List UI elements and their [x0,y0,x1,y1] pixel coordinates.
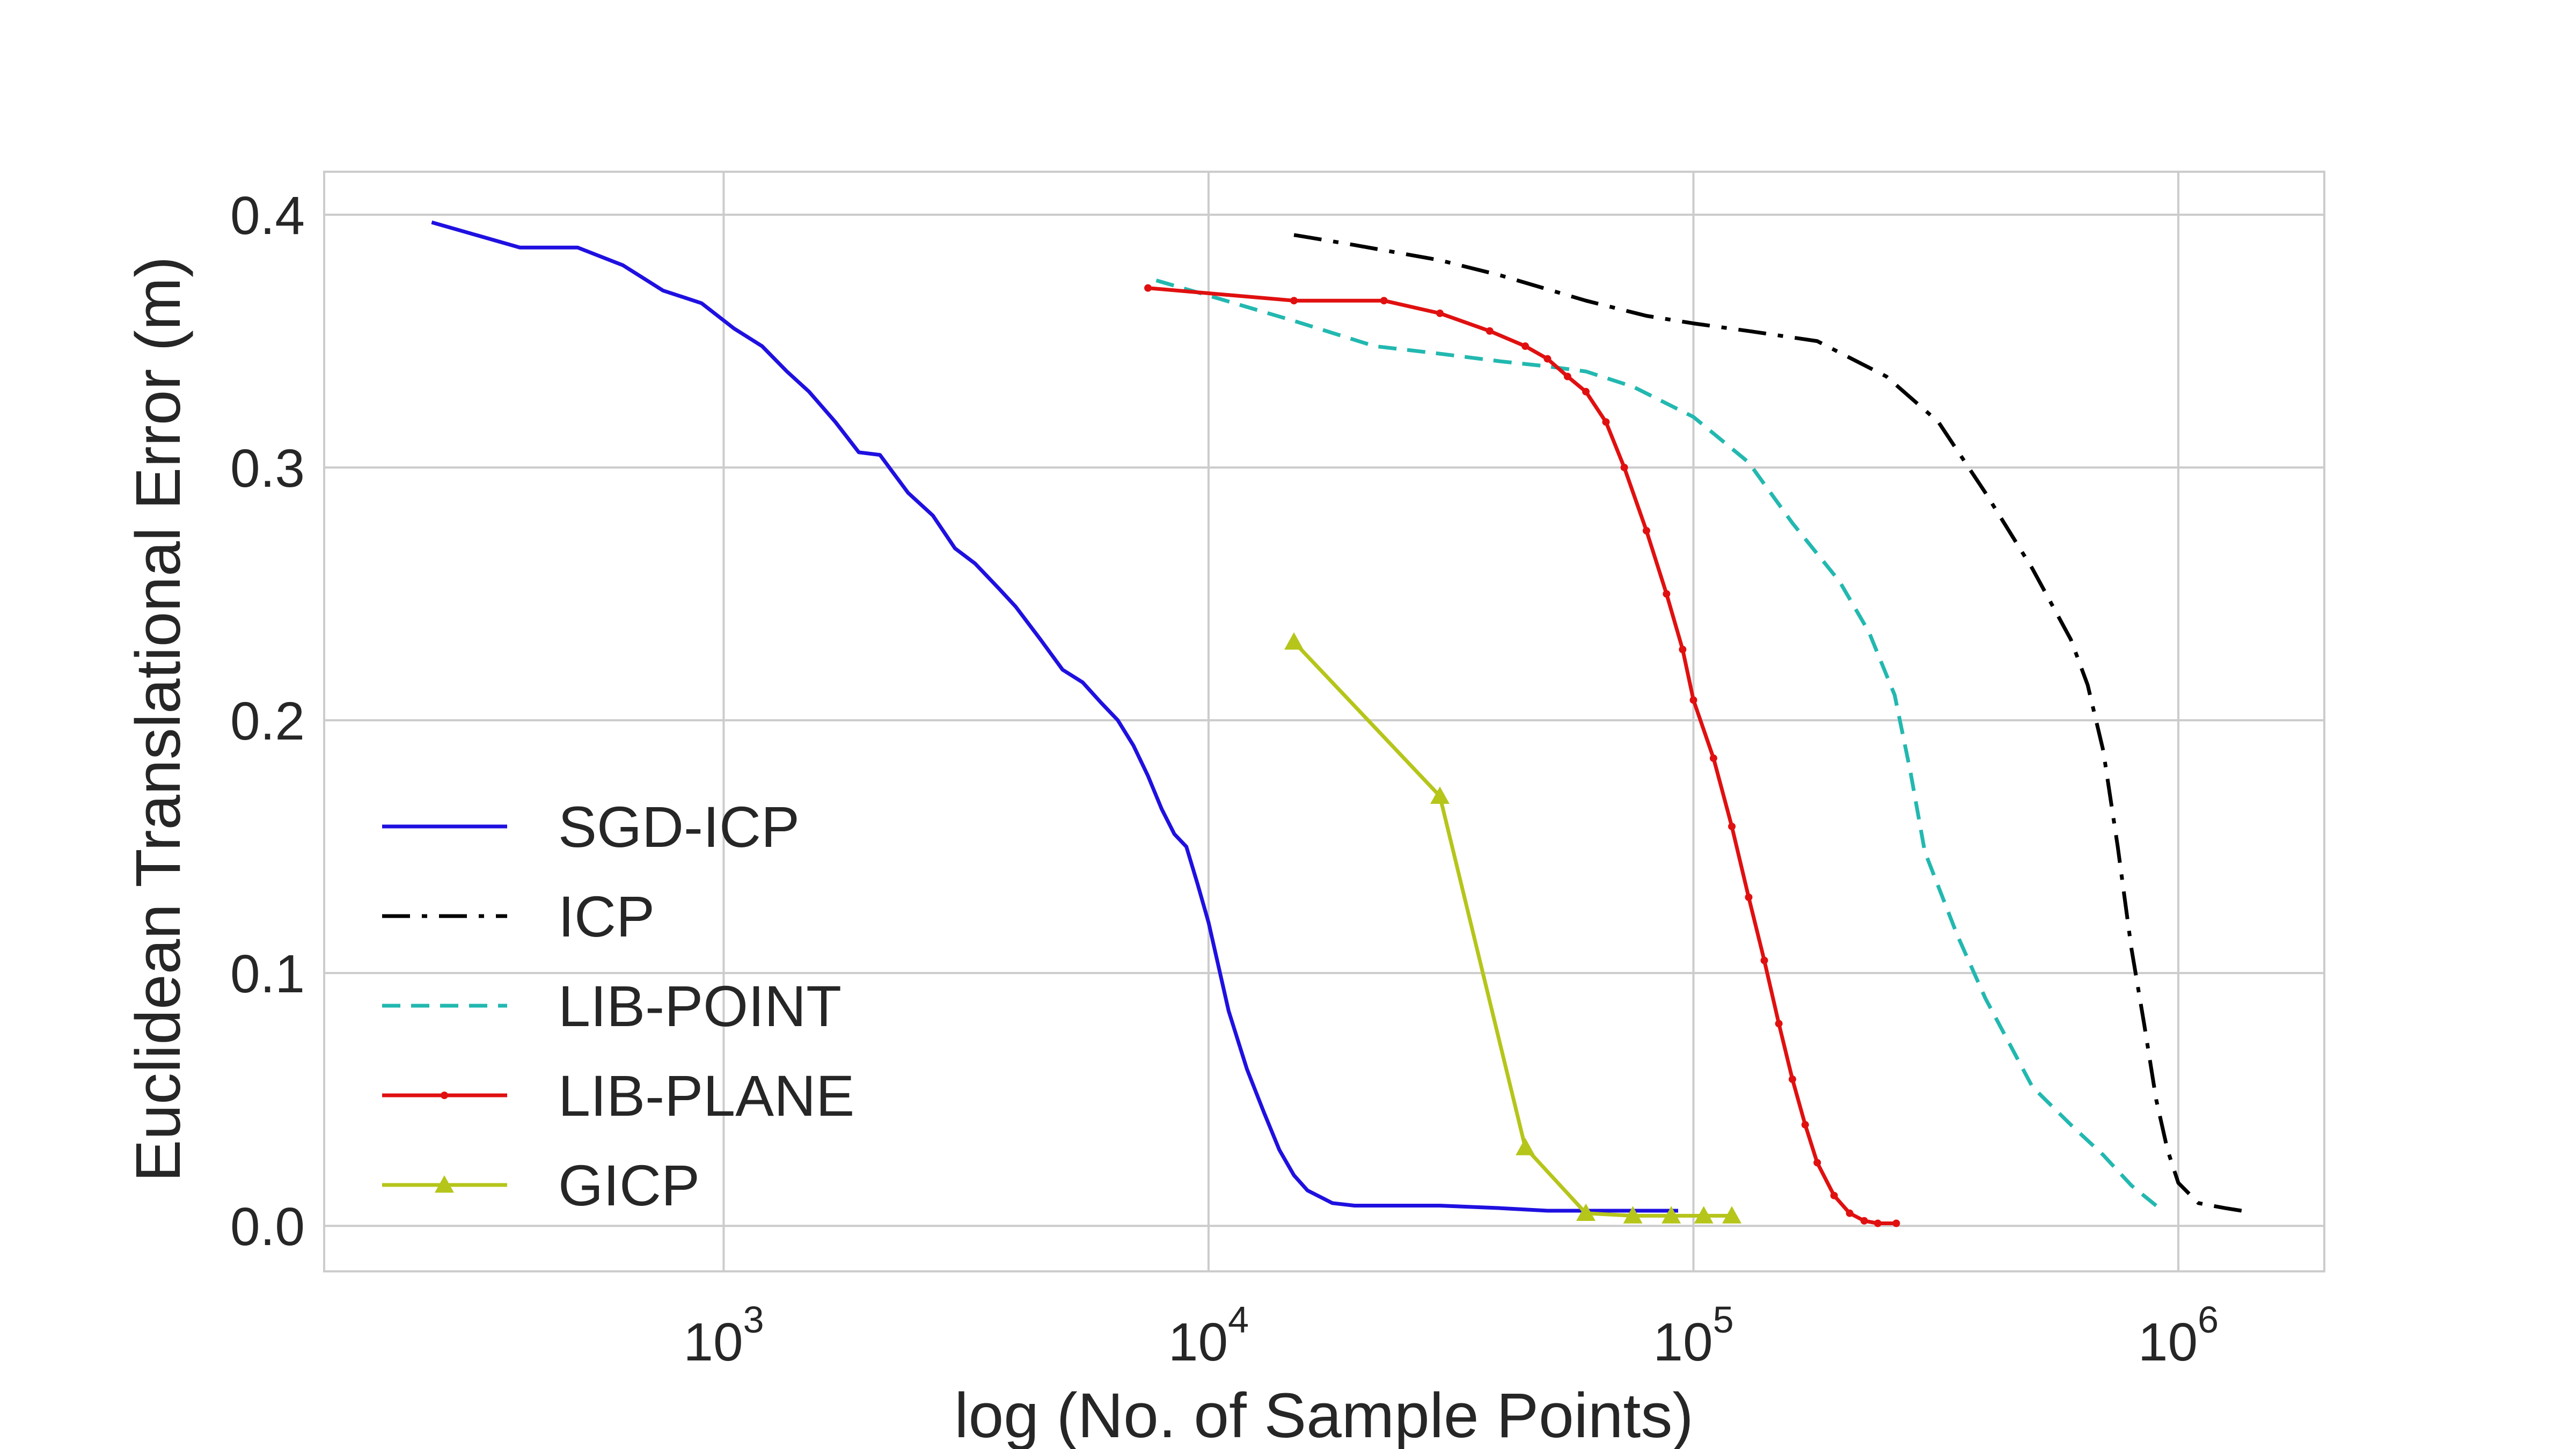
data-point [1663,590,1671,598]
legend: SGD-ICP ICP LIB-POINT LIB-PLANE GICP [382,794,854,1218]
data-point [1662,1206,1681,1224]
data-point [1760,956,1768,964]
data-point [1284,632,1304,650]
data-point [1860,1217,1868,1225]
series-layer [431,220,2242,1227]
data-point [1430,786,1450,804]
legend-item-icp: ICP [382,884,655,949]
data-point [1620,464,1628,472]
plot-area [323,171,2325,1272]
y-axis-label: Euclidean Translational Error (m) [123,257,194,1182]
x-tick-label: 104 [1168,1299,1249,1372]
data-point [1801,1121,1809,1129]
data-point [1602,418,1610,426]
data-point [441,1092,448,1099]
data-point [1846,1209,1854,1217]
series-lib-point [1155,279,2157,1208]
legend-label: LIB-PLANE [558,1063,854,1128]
data-point [1521,342,1529,350]
y-tick-label: 0.1 [230,944,305,1004]
data-point [1722,1206,1742,1224]
legend-label: SGD-ICP [558,794,800,859]
x-tick-label: 106 [2138,1299,2219,1372]
series-line-sgd-icp [431,220,1678,1213]
data-point [1813,1159,1821,1167]
data-point [1830,1191,1838,1199]
grid [324,172,2324,1271]
legend-label: ICP [558,884,655,949]
legend-item-sgd-icp: SGD-ICP [382,794,800,859]
series-line-gicp [1292,640,1732,1218]
y-tick-label: 0.2 [230,691,305,751]
legend-item-lib-plane: LIB-PLANE [382,1063,854,1128]
data-point [1709,754,1717,762]
data-point [1436,309,1444,317]
tick-labels: 103 104 105 106 0.0 0.1 0.2 0.3 0.4 [230,186,2219,1372]
legend-label: LIB-POINT [558,974,841,1038]
data-point [1144,284,1152,292]
data-point [1689,696,1697,704]
x-axis-label: log (No. of Sample Points) [954,1380,1693,1449]
series-lib-plane [1144,284,1900,1227]
x-tick-label: 103 [683,1299,764,1372]
data-point [1892,1219,1900,1227]
data-point [1788,1075,1796,1084]
data-point [1775,1020,1783,1028]
data-point [1485,327,1494,335]
legend-item-lib-point: LIB-POINT [382,974,841,1038]
data-point [1380,297,1388,305]
y-tick-label: 0.4 [230,186,305,246]
series-gicp [1284,632,1742,1224]
data-point [1576,1203,1596,1221]
series-icp [1293,233,2242,1213]
legend-label: GICP [558,1153,700,1218]
y-tick-label: 0.0 [230,1197,305,1257]
data-point [1543,355,1552,363]
series-line-lib-point [1155,279,2157,1208]
series-sgd-icp [431,220,1678,1213]
data-point [1874,1219,1882,1227]
data-point [1642,526,1650,535]
data-point [1290,297,1298,305]
x-tick-label: 105 [1653,1299,1733,1372]
series-line-lib-plane [1147,286,1897,1225]
data-point [1623,1206,1643,1224]
data-point [1745,893,1753,901]
data-point [1679,646,1687,654]
data-point [435,1175,454,1193]
data-point [1516,1138,1535,1155]
data-point [1694,1206,1714,1224]
data-point [1728,822,1736,830]
data-point [1563,372,1571,380]
data-point [1582,387,1590,396]
series-line-icp [1293,233,2242,1213]
legend-item-gicp: GICP [382,1153,700,1218]
y-tick-label: 0.3 [230,438,305,499]
